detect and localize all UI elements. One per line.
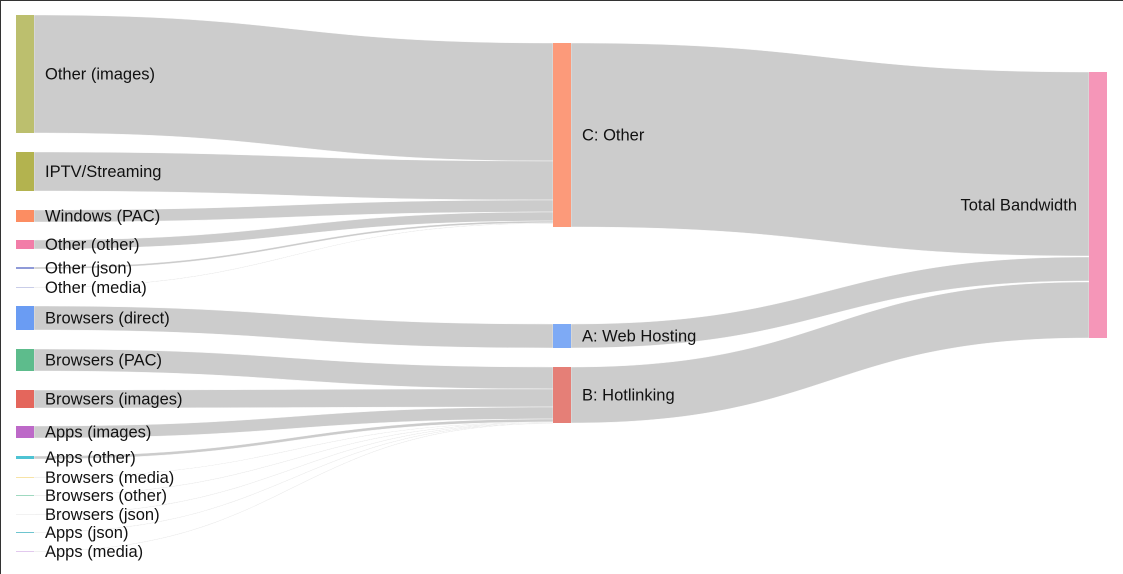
sankey-links xyxy=(33,14,1090,552)
sankey-node-a_web[interactable] xyxy=(553,324,571,348)
sankey-node-label-browsers_images: Browsers (images) xyxy=(45,390,183,408)
sankey-link-apps_media-to-b_hot[interactable] xyxy=(33,422,554,552)
sankey-node-label-other_json: Other (json) xyxy=(45,259,132,277)
sankey-node-label-other_media: Other (media) xyxy=(45,279,147,297)
sankey-node-label-apps_media: Apps (media) xyxy=(45,543,143,561)
sankey-node-browsers_media[interactable] xyxy=(16,477,34,478)
sankey-node-label-iptv: IPTV/Streaming xyxy=(45,163,161,181)
sankey-node-browsers_images[interactable] xyxy=(16,390,34,408)
sankey-nodes xyxy=(16,15,1107,552)
sankey-node-label-browsers_pac: Browsers (PAC) xyxy=(45,351,162,369)
sankey-node-browsers_pac[interactable] xyxy=(16,349,34,371)
sankey-node-label-c_other: C: Other xyxy=(582,126,645,144)
sankey-node-label-apps_other: Apps (other) xyxy=(45,449,136,467)
sankey-node-label-apps_json: Apps (json) xyxy=(45,524,128,542)
sankey-node-label-browsers_media: Browsers (media) xyxy=(45,469,174,487)
sankey-node-c_other[interactable] xyxy=(553,43,571,227)
sankey-node-other_media[interactable] xyxy=(16,287,34,288)
sankey-node-label-browsers_json: Browsers (json) xyxy=(45,506,160,524)
sankey-node-apps_images[interactable] xyxy=(16,426,34,438)
sankey-node-browsers_direct[interactable] xyxy=(16,306,34,330)
sankey-node-iptv[interactable] xyxy=(16,152,34,191)
sankey-node-label-other_other: Other (other) xyxy=(45,236,139,254)
sankey-node-other_images[interactable] xyxy=(16,15,34,133)
sankey-node-label-windows_pac: Windows (PAC) xyxy=(45,207,160,225)
sankey-node-label-other_images: Other (images) xyxy=(45,65,155,83)
sankey-node-label-browsers_direct: Browsers (direct) xyxy=(45,309,170,327)
sankey-node-label-total: Total Bandwidth xyxy=(961,196,1078,214)
sankey-link-c_other-to-total[interactable] xyxy=(570,42,1090,257)
sankey-node-apps_json[interactable] xyxy=(16,532,34,533)
sankey-node-label-b_hot: B: Hotlinking xyxy=(582,386,675,404)
sankey-node-browsers_other[interactable] xyxy=(16,495,34,496)
sankey-node-label-apps_images: Apps (images) xyxy=(45,423,151,441)
sankey-node-b_hot[interactable] xyxy=(553,367,571,423)
sankey-labels: Other (images) IPTV/Streaming Windows (PAC… xyxy=(45,65,1077,561)
sankey-node-browsers_json[interactable] xyxy=(16,514,34,515)
sankey-node-other_json[interactable] xyxy=(16,267,34,269)
sankey-node-windows_pac[interactable] xyxy=(16,210,34,222)
sankey-link-other_images-to-c_other[interactable] xyxy=(33,14,554,162)
sankey-node-apps_other[interactable] xyxy=(16,456,34,459)
sankey-node-apps_media[interactable] xyxy=(16,551,34,552)
sankey-node-other_other[interactable] xyxy=(16,240,34,249)
sankey-node-label-browsers_other: Browsers (other) xyxy=(45,487,167,505)
sankey-node-label-a_web: A: Web Hosting xyxy=(582,327,696,345)
sankey-node-total[interactable] xyxy=(1089,72,1107,338)
